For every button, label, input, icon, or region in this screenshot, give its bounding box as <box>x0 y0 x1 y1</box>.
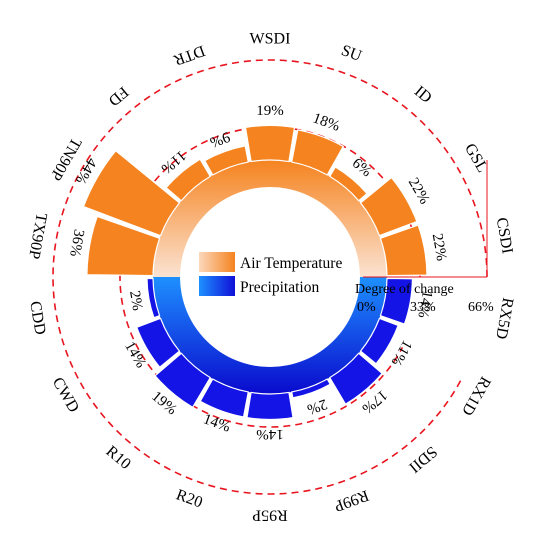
category-label-wsdi: WSDI <box>250 31 291 48</box>
legend-label-precipitation: Precipitation <box>240 279 319 296</box>
radial-tick-label-33: 33% <box>410 300 436 315</box>
category-label-r99p: R99P <box>332 486 371 514</box>
bar-r99p <box>291 378 332 399</box>
data-label-rx5d: 14% <box>414 289 435 319</box>
bar-layer <box>82 124 428 420</box>
bar-r95p <box>246 391 294 420</box>
data-label-wsdi: 19% <box>256 103 284 119</box>
bar-id <box>328 166 368 202</box>
data-label-cdd: 2% <box>126 289 145 311</box>
category-label-su: SU <box>339 42 364 65</box>
bar-sdii <box>328 352 383 406</box>
category-label-r20: R20 <box>174 486 205 511</box>
legend: Air Temperature Precipitation <box>199 252 342 296</box>
bar-fd <box>165 158 212 202</box>
bar-rx5d <box>379 277 414 325</box>
bar-csdi <box>379 224 428 277</box>
data-label-id: 6% <box>349 155 375 180</box>
category-label-sdii: SDII <box>405 443 440 476</box>
category-label-rx1d: RX1D <box>458 374 494 419</box>
category-label-gsl: GSL <box>461 141 491 176</box>
category-label-id: ID <box>411 83 435 107</box>
radial-tick-label-0: 0% <box>357 300 376 315</box>
gridline-ring-66 <box>52 59 488 495</box>
bar-r20 <box>199 378 249 418</box>
data-label-tx90p: 36% <box>66 228 87 258</box>
data-label-csdi: 22% <box>429 232 450 262</box>
radial-axis: Degree of change 0% 33% 66% <box>355 160 494 315</box>
bar-tx90p <box>86 215 161 277</box>
legend-label-air-temperature: Air Temperature <box>240 255 342 272</box>
bar-tn90p <box>82 149 181 237</box>
bar-dtr <box>203 145 249 176</box>
bar-rx1d <box>359 317 399 365</box>
category-label-r10: R10 <box>103 443 134 473</box>
data-label-r99p: 2% <box>305 395 329 417</box>
data-label-rx1d: 11% <box>388 337 415 368</box>
bar-cdd <box>146 277 161 319</box>
data-label-su: 18% <box>311 110 342 134</box>
bar-cwd <box>135 317 181 369</box>
data-label-dtr: 9% <box>208 128 232 150</box>
bar-gsl <box>359 176 418 237</box>
radial-tick-label-66: 66% <box>468 300 494 315</box>
category-label-cdd: CDD <box>26 300 49 336</box>
base-ring-layer <box>153 160 387 394</box>
legend-swatch-air-temperature <box>199 252 235 272</box>
category-label-tx90p: TX90P <box>25 212 50 261</box>
category-label-r95p: R95P <box>252 506 288 523</box>
data-label-r20: 14% <box>201 411 232 435</box>
bar-r10 <box>154 352 212 409</box>
base-ring-precipitation <box>153 277 387 394</box>
data-label-r95p: 14% <box>256 426 284 442</box>
data-label-gsl: 22% <box>405 175 433 207</box>
category-label-fd: FD <box>105 83 132 109</box>
category-label-rx5d: RX5D <box>492 296 516 340</box>
base-ring-air-temperature <box>153 160 387 277</box>
legend-swatch-precipitation <box>199 276 235 296</box>
bar-wsdi <box>244 124 296 163</box>
radial-axis-title: Degree of change <box>355 282 454 297</box>
category-label-dtr: DTR <box>171 42 207 69</box>
category-label-csdi: CSDI <box>493 216 516 255</box>
bar-su <box>291 129 345 176</box>
category-label-cwd: CWD <box>49 375 82 416</box>
